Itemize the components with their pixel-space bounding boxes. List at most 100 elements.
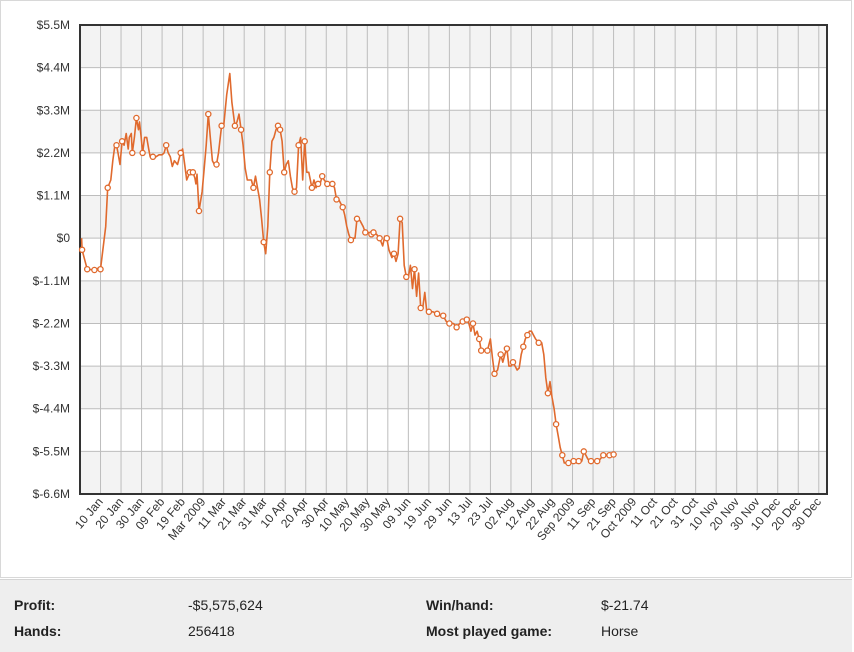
profit-label: Profit: bbox=[14, 597, 56, 613]
series-line bbox=[80, 72, 615, 464]
data-point bbox=[318, 172, 326, 180]
data-point bbox=[484, 347, 491, 354]
chart-panel: $5.5M $4.4M $3.3M $2.2M $1.1M $0 $-1.1M $-2.2M $… bbox=[0, 0, 852, 578]
data-point bbox=[565, 459, 572, 467]
data-point bbox=[390, 250, 398, 257]
data-point bbox=[593, 457, 601, 465]
data-point bbox=[104, 184, 111, 192]
win-per-hand-label: Win/hand: bbox=[426, 597, 494, 613]
data-point bbox=[139, 149, 146, 157]
data-point bbox=[213, 161, 220, 168]
data-point bbox=[469, 320, 477, 327]
data-point bbox=[129, 149, 136, 157]
data-point bbox=[177, 149, 184, 157]
y-tick-label: $-5.5M bbox=[33, 444, 70, 458]
y-tick-label: $-3.3M bbox=[33, 359, 70, 373]
data-point bbox=[559, 451, 566, 459]
data-point bbox=[353, 215, 361, 223]
data-point bbox=[329, 180, 336, 188]
data-point bbox=[133, 114, 140, 122]
data-point bbox=[524, 331, 531, 339]
data-point bbox=[162, 141, 170, 149]
data-point bbox=[339, 203, 346, 211]
data-point bbox=[308, 184, 316, 192]
data-point bbox=[463, 316, 471, 323]
data-point bbox=[520, 343, 527, 350]
data-point bbox=[97, 265, 104, 273]
data-point bbox=[575, 457, 582, 465]
data-point bbox=[118, 138, 126, 145]
data-point bbox=[237, 126, 245, 133]
data-point bbox=[295, 141, 302, 149]
data-point bbox=[291, 188, 298, 195]
data-point bbox=[580, 448, 588, 455]
data-point bbox=[535, 339, 542, 347]
data-point bbox=[280, 169, 288, 176]
stats-panel: Profit: -$5,575,624 Hands: 256418 Win/ha… bbox=[0, 579, 852, 652]
grid-band bbox=[80, 280, 827, 324]
y-tick-label: $-4.4M bbox=[33, 402, 70, 416]
data-point bbox=[491, 370, 498, 378]
data-point bbox=[149, 153, 157, 161]
data-point bbox=[411, 265, 418, 273]
grid-band bbox=[80, 366, 827, 409]
y-tick-label: $5.5M bbox=[37, 18, 70, 32]
most-played-game-label: Most played game: bbox=[426, 623, 553, 639]
win-per-hand-value: $-21.74 bbox=[601, 597, 649, 613]
y-tick-label: $3.3M bbox=[37, 103, 70, 117]
data-point bbox=[113, 141, 120, 149]
y-tick-label: $-2.2M bbox=[33, 316, 70, 330]
hands-label: Hands: bbox=[14, 623, 62, 639]
data-point bbox=[544, 389, 552, 397]
y-tick-label: $1.1M bbox=[37, 189, 70, 203]
y-tick-label: $-6.6M bbox=[33, 487, 70, 501]
plot-border bbox=[79, 24, 828, 495]
y-tick-label: $0 bbox=[57, 231, 71, 245]
data-point bbox=[552, 420, 560, 428]
data-point bbox=[250, 184, 257, 192]
data-point bbox=[503, 345, 511, 352]
grid-band bbox=[80, 25, 827, 68]
most-played-game-value: Horse bbox=[601, 623, 639, 639]
data-point bbox=[266, 169, 274, 176]
data-point bbox=[417, 304, 424, 312]
data-point bbox=[195, 207, 203, 215]
data-point bbox=[260, 238, 267, 246]
data-point bbox=[324, 180, 331, 188]
data-point bbox=[383, 234, 391, 242]
data-point bbox=[218, 122, 225, 130]
grid-band bbox=[80, 110, 827, 153]
y-tick-label: $2.2M bbox=[37, 146, 70, 160]
data-point bbox=[91, 266, 98, 274]
data-point bbox=[333, 196, 340, 203]
data-point bbox=[362, 229, 369, 236]
data-point bbox=[475, 335, 483, 343]
data-point bbox=[231, 122, 239, 130]
data-point bbox=[446, 320, 453, 327]
grid-band bbox=[80, 195, 827, 239]
data-point bbox=[570, 457, 577, 465]
hands-value: 256418 bbox=[188, 623, 235, 639]
data-point bbox=[497, 351, 504, 358]
data-point bbox=[376, 234, 383, 242]
data-point bbox=[439, 312, 447, 319]
data-point bbox=[78, 246, 86, 254]
data-point bbox=[83, 265, 91, 273]
data-point bbox=[600, 451, 607, 459]
data-point bbox=[189, 169, 197, 176]
data-point bbox=[610, 451, 617, 458]
profit-line-chart: $5.5M $4.4M $3.3M $2.2M $1.1M $0 $-1.1M $-2.2M $… bbox=[33, 18, 828, 543]
data-point bbox=[205, 110, 212, 118]
data-point bbox=[433, 310, 441, 318]
data-point bbox=[425, 308, 433, 316]
data-point bbox=[301, 138, 308, 145]
data-point bbox=[370, 229, 377, 236]
data-point bbox=[314, 180, 322, 188]
data-point bbox=[276, 126, 284, 133]
data-point bbox=[477, 347, 485, 354]
data-point bbox=[453, 324, 460, 331]
y-tick-label: $4.4M bbox=[37, 61, 70, 75]
data-point bbox=[403, 273, 410, 281]
profit-value: -$5,575,624 bbox=[188, 597, 263, 613]
data-point bbox=[509, 358, 517, 366]
